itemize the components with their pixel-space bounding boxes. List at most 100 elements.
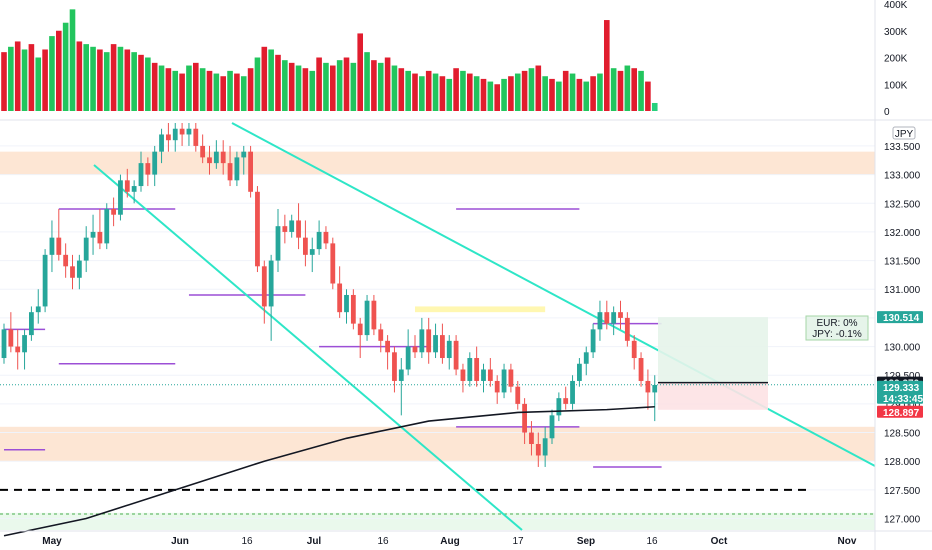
volume-bar (268, 49, 274, 111)
volume-tick: 400K (884, 0, 908, 11)
candle-body (522, 403, 527, 433)
candle-body (597, 312, 603, 330)
candle-body (145, 163, 151, 175)
candle-body (152, 151, 158, 175)
price-tick: 133.000 (884, 171, 921, 182)
candle-body (631, 340, 637, 359)
candle-body (652, 384, 658, 393)
loss-zone (658, 382, 768, 410)
candle (330, 237, 336, 290)
price-tick: 129.000 (884, 400, 921, 411)
volume-bar (186, 65, 192, 111)
candle (487, 358, 493, 387)
candle-body (83, 237, 89, 261)
candle-body (604, 312, 610, 324)
volume-tick: 200K (884, 54, 908, 65)
candle (652, 375, 658, 422)
candle-body (638, 358, 644, 381)
candle (446, 335, 452, 370)
candle (515, 380, 521, 410)
candle (604, 300, 610, 330)
volume-bar (138, 54, 144, 111)
candle (467, 352, 473, 387)
candle (577, 358, 582, 387)
candle (152, 145, 158, 187)
volume-bar (384, 57, 391, 111)
volume-bar (103, 52, 110, 111)
price-tick: 128.000 (884, 457, 921, 468)
candle-body (583, 352, 589, 364)
candle-body (556, 398, 562, 416)
candle (460, 363, 466, 393)
volume-bar (220, 76, 226, 111)
candle-body (131, 186, 137, 192)
candle-body (549, 415, 555, 439)
volume-bar (14, 41, 21, 112)
candle (570, 375, 575, 410)
candle-body (508, 369, 514, 387)
volume-bar (542, 76, 548, 111)
volume-bar (316, 57, 322, 111)
volume-bar (282, 60, 288, 111)
profit-zone (658, 317, 768, 383)
candle (76, 254, 82, 290)
price-tag-bg (877, 311, 923, 324)
candle (172, 123, 178, 152)
candle (200, 134, 206, 164)
candle-body (220, 151, 226, 164)
candle (193, 123, 199, 152)
candle (371, 294, 377, 336)
candle-body (186, 128, 192, 135)
time-label: Jul (307, 536, 322, 547)
candle (316, 220, 322, 255)
candle-body (371, 300, 377, 330)
candle (29, 306, 34, 341)
moving-average-line (3, 405, 655, 537)
candle-body (248, 151, 253, 192)
volume-bar (562, 70, 569, 111)
candle (323, 226, 329, 250)
candle-body (412, 346, 418, 353)
candle-body (76, 260, 82, 278)
channel-line (93, 164, 523, 531)
candle-body (22, 335, 27, 353)
candle-body (124, 180, 130, 192)
price-tick: 132.000 (884, 228, 921, 239)
candle-body (172, 128, 178, 141)
time-label: May (42, 536, 62, 547)
price-tag-text: 14:33:45 (883, 394, 923, 405)
candle-body (29, 312, 34, 336)
candle-body (104, 208, 110, 244)
volume-bar (377, 62, 384, 111)
volume-bar (514, 73, 521, 111)
volume-bar (651, 102, 658, 111)
price-tick: 128.500 (884, 429, 921, 440)
price-tag-text: 130.514 (883, 313, 920, 324)
candle (392, 346, 397, 393)
candle-body (501, 369, 507, 393)
candle (364, 294, 370, 341)
candle (220, 140, 226, 175)
candle-body (453, 340, 459, 370)
candle (97, 208, 103, 250)
candle (590, 323, 596, 359)
volume-bar (145, 57, 151, 111)
volume-bar (357, 33, 363, 111)
volume-bar (206, 70, 213, 111)
candle (104, 203, 110, 250)
candle-body (440, 335, 445, 359)
volume-bar (556, 81, 562, 111)
candle (268, 254, 274, 341)
volume-bar (172, 70, 179, 111)
time-label: 16 (241, 536, 253, 547)
volume-bar (227, 70, 233, 111)
volume-tick: 100K (884, 80, 908, 91)
yellow-highlight (415, 306, 546, 313)
candle-body (234, 157, 240, 181)
candle-body (535, 444, 541, 456)
candle (296, 203, 301, 250)
candle-body (385, 340, 390, 353)
zones-layer (0, 151, 875, 530)
volume-bar (302, 68, 309, 111)
